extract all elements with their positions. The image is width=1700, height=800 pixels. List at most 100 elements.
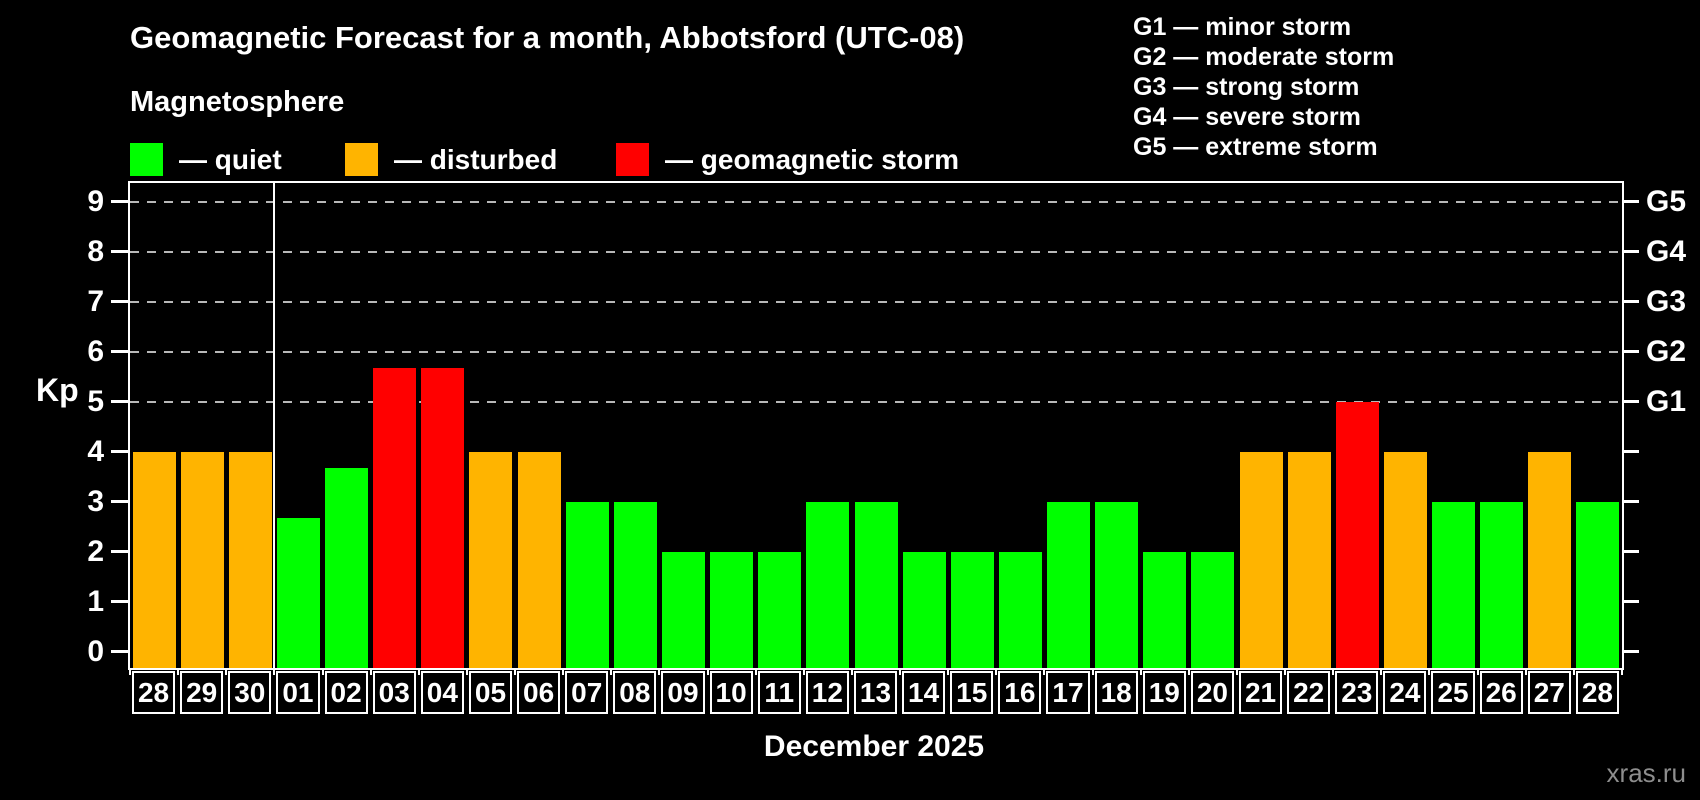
y-tick-left-5 — [111, 400, 128, 403]
x-tick-label-day-04: 04 — [420, 671, 464, 714]
x-tick-label-day-08: 08 — [613, 671, 657, 714]
x-tick-mark — [1332, 668, 1335, 675]
g-scale-legend: G1 — minor storm G2 — moderate storm G3 — … — [1133, 12, 1394, 162]
y-tick-label-0: 0 — [87, 634, 104, 668]
g-legend-line-1: G1 — minor storm — [1133, 13, 1352, 41]
legend-item-disturbed: — disturbed — [345, 143, 557, 176]
x-tick-mark — [1428, 668, 1431, 675]
x-tick-mark — [899, 668, 902, 675]
y-tick-left-2 — [111, 550, 128, 553]
x-tick-mark — [369, 668, 372, 675]
bar-day-12 — [806, 501, 850, 668]
bar-day-19 — [1143, 551, 1187, 668]
y-tick-right-2 — [1622, 550, 1639, 553]
x-tick-label-day-17: 17 — [1046, 671, 1090, 714]
x-tick-mark — [1043, 668, 1046, 675]
x-tick-label-day-02: 02 — [324, 671, 368, 714]
x-tick-label-day-11: 11 — [757, 671, 801, 714]
x-tick-mark — [1091, 668, 1094, 675]
x-tick-label-day-09: 09 — [661, 671, 705, 714]
g-legend-line-5: G5 — extreme storm — [1133, 133, 1378, 161]
legend-item-quiet: — quiet — [130, 143, 282, 176]
y-tick-left-3 — [111, 500, 128, 503]
bar-day-26 — [1480, 501, 1524, 668]
y-tick-left-6 — [111, 350, 128, 353]
x-tick-label-day-21: 21 — [1238, 671, 1283, 714]
gridline-kp5 — [130, 400, 1622, 403]
y-tick-label-8: 8 — [87, 234, 104, 268]
bar-day-15 — [950, 551, 994, 668]
x-tick-label-day-26: 26 — [1479, 671, 1523, 714]
y-tick-right-7 — [1622, 300, 1639, 303]
x-tick-label-day-30: 30 — [228, 671, 272, 714]
bar-day-28 — [132, 451, 176, 668]
y-tick-label-9: 9 — [87, 184, 104, 218]
y-tick-right-6 — [1622, 350, 1639, 353]
x-tick-label-day-27: 27 — [1527, 671, 1571, 714]
y-tick-left-7 — [111, 300, 128, 303]
bar-day-23 — [1335, 401, 1379, 668]
x-tick-mark — [1380, 668, 1383, 675]
legend-label-quiet: — quiet — [179, 143, 282, 175]
y-tick-left-9 — [111, 200, 128, 203]
x-tick-mark — [465, 668, 468, 675]
x-tick-mark — [1235, 668, 1238, 675]
bar-day-03 — [373, 368, 417, 668]
bar-day-10 — [710, 551, 754, 668]
x-tick-mark — [610, 668, 613, 675]
x-tick-mark — [1572, 668, 1575, 675]
x-tick-mark — [1524, 668, 1527, 675]
legend-label-disturbed: — disturbed — [394, 143, 558, 175]
bar-day-18 — [1095, 501, 1139, 668]
x-tick-mark — [177, 668, 180, 675]
bar-day-13 — [854, 501, 898, 668]
x-tick-mark — [1621, 668, 1623, 675]
quiet-swatch — [130, 143, 163, 176]
x-tick-label-day-05: 05 — [468, 671, 513, 714]
watermark: xras.ru — [1606, 758, 1686, 788]
storm-swatch — [616, 143, 649, 176]
x-tick-mark — [1187, 668, 1190, 675]
x-tick-label-day-22: 22 — [1287, 671, 1331, 714]
x-axis-title: December 2025 — [763, 730, 985, 763]
x-tick-label-day-28: 28 — [132, 671, 176, 714]
disturbed-swatch — [345, 143, 378, 176]
g-scale-label-G5: G5 — [1646, 184, 1687, 218]
y-tick-label-5: 5 — [87, 384, 104, 418]
y-tick-left-1 — [111, 600, 128, 603]
x-tick-label-day-07: 07 — [565, 671, 609, 714]
g-scale-label-G3: G3 — [1646, 284, 1687, 318]
x-tick-mark — [850, 668, 853, 675]
x-tick-label-day-20: 20 — [1190, 671, 1234, 714]
bar-day-07 — [565, 501, 609, 668]
x-tick-mark — [225, 668, 228, 675]
g-legend-line-4: G4 — severe storm — [1133, 103, 1361, 131]
x-tick-label-day-01: 01 — [276, 671, 320, 714]
bar-day-05 — [469, 451, 513, 668]
x-tick-label-day-24: 24 — [1383, 671, 1427, 714]
chart-title: Geomagnetic Forecast for a month, Abbots… — [130, 20, 965, 55]
y-tick-left-4 — [111, 450, 128, 453]
x-tick-label-day-25: 25 — [1431, 671, 1475, 714]
y-tick-right-3 — [1622, 500, 1639, 503]
bar-day-09 — [661, 551, 705, 668]
x-tick-label-day-28: 28 — [1575, 671, 1619, 714]
bar-day-04 — [421, 368, 465, 668]
y-tick-right-8 — [1622, 250, 1639, 253]
y-tick-right-5 — [1622, 400, 1639, 403]
x-tick-mark — [947, 668, 950, 675]
month-separator-line — [273, 183, 276, 668]
x-tick-label-day-16: 16 — [998, 671, 1042, 714]
y-tick-label-2: 2 — [87, 534, 104, 568]
x-tick-mark — [321, 668, 324, 675]
x-tick-mark — [1284, 668, 1287, 675]
y-tick-label-4: 4 — [87, 434, 104, 468]
x-tick-mark — [706, 668, 709, 675]
x-tick-mark — [802, 668, 805, 675]
gridline-kp8 — [130, 250, 1622, 253]
x-tick-label-day-06: 06 — [517, 671, 561, 714]
gridline-kp6 — [130, 350, 1622, 353]
y-tick-right-1 — [1622, 600, 1639, 603]
x-tick-mark — [273, 668, 276, 675]
